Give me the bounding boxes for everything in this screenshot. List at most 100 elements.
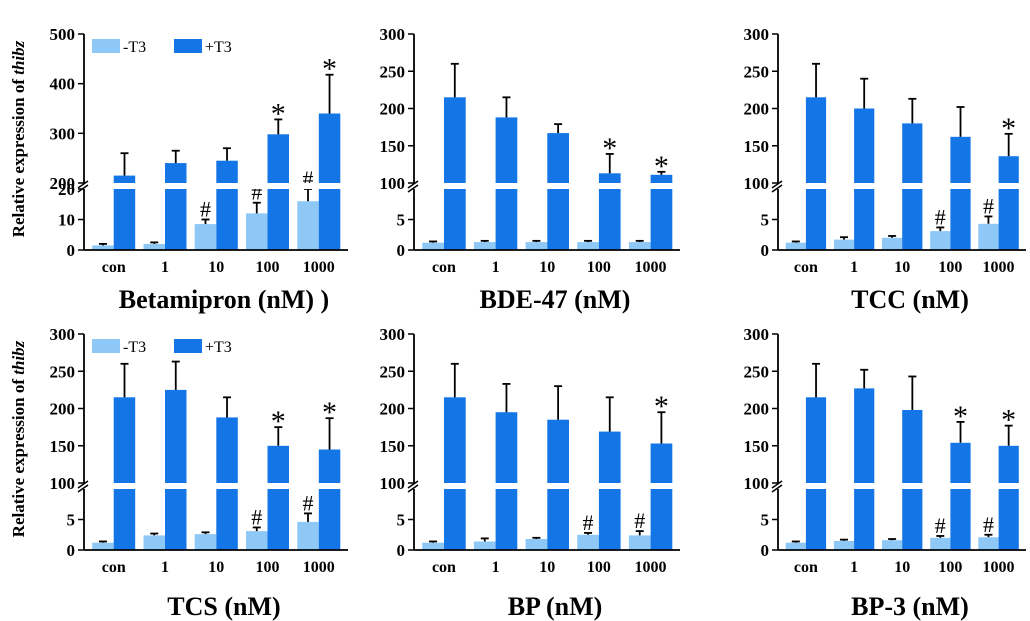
x-tick-label: 10 <box>208 259 224 276</box>
axis-break-band <box>84 183 348 189</box>
x-tick-label: 1000 <box>983 259 1015 276</box>
y-axis-title-text: Relative expression of <box>9 375 28 538</box>
significance-star: * <box>654 390 669 423</box>
bar-plus-t3-1 <box>165 163 187 250</box>
bar-minus-t3-10 <box>882 237 903 250</box>
significance-hash: # <box>303 490 314 515</box>
axis-break-band <box>414 183 680 189</box>
y-tick-label: 5 <box>761 211 770 230</box>
axis-break-mark <box>77 180 89 189</box>
x-tick-label: 1000 <box>303 559 335 576</box>
bar-plus-t3-100 <box>598 431 621 550</box>
significance-hash: # <box>251 504 262 529</box>
bar-plus-t3-con <box>805 97 827 250</box>
bar-minus-t3-1000 <box>978 223 999 250</box>
y-tick-label: 150 <box>744 137 770 156</box>
legend-swatch-minus-t3 <box>92 39 120 53</box>
x-tick-label: 1 <box>492 259 500 276</box>
axis-break-mark <box>407 180 419 189</box>
bar-plus-t3-1000 <box>318 449 341 550</box>
y-tick-label: 150 <box>50 437 76 456</box>
x-tick-label: con <box>794 559 818 576</box>
bar-plus-t3-con <box>113 397 136 550</box>
bar-minus-t3-100 <box>930 537 951 550</box>
legend-label: +T3 <box>205 39 232 56</box>
bar-plus-t3-1000 <box>998 156 1019 250</box>
bar-minus-t3-con <box>92 245 114 250</box>
bar-plus-t3-con <box>113 175 136 250</box>
x-tick-label: 10 <box>894 559 910 576</box>
y-axis-title: Relative expression of thibz <box>9 40 28 237</box>
axis-break-mark <box>407 184 419 193</box>
y-tick-label: 500 <box>50 25 76 44</box>
x-tick-label: 1000 <box>303 259 335 276</box>
y-tick-label: 150 <box>744 437 770 456</box>
y-tick-label: 100 <box>50 474 76 493</box>
y-tick-label: 300 <box>380 25 406 44</box>
y-tick-label: 5 <box>67 511 76 530</box>
y-tick-label: 150 <box>380 437 406 456</box>
bar-minus-t3-con <box>422 542 444 550</box>
bar-minus-t3-100 <box>246 213 268 250</box>
y-tick-label: 5 <box>397 211 406 230</box>
bar-plus-t3-1 <box>854 108 875 250</box>
y-tick-label: 0 <box>761 541 770 560</box>
bar-plus-t3-1 <box>854 388 875 550</box>
y-tick-label: 10 <box>58 211 75 230</box>
bar-minus-t3-1 <box>143 243 165 250</box>
y-tick-label: 250 <box>744 362 770 381</box>
x-tick-label: 1 <box>850 559 858 576</box>
x-tick-label: 1000 <box>635 559 667 576</box>
axis-break-mark <box>77 480 89 489</box>
axis-break-band <box>778 483 1026 489</box>
bar-plus-t3-con <box>444 97 466 250</box>
y-axis-title-gene: thibz <box>9 340 28 374</box>
significance-hash: # <box>983 193 994 218</box>
bar-minus-t3-10 <box>525 539 548 550</box>
x-tick-label: 10 <box>894 259 910 276</box>
axis-break-band <box>84 483 348 489</box>
bar-minus-t3-10 <box>194 534 217 550</box>
bar-minus-t3-100 <box>246 531 268 550</box>
x-tick-label: 1 <box>161 259 169 276</box>
bar-plus-t3-100 <box>267 445 289 551</box>
x-tick-label: 1 <box>161 559 169 576</box>
x-axis-title: TCC (nM) <box>851 285 969 314</box>
y-tick-label: 250 <box>50 362 76 381</box>
significance-star: * <box>602 132 617 165</box>
x-tick-label: 1 <box>492 559 500 576</box>
x-axis-title: BDE-47 (nM) <box>480 285 631 314</box>
significance-star: * <box>322 53 337 86</box>
y-tick-label: 300 <box>50 325 76 344</box>
bar-plus-t3-10 <box>216 160 238 250</box>
bar-minus-t3-1 <box>473 541 496 550</box>
y-tick-label: 250 <box>744 62 770 81</box>
significance-star: * <box>271 97 286 130</box>
bar-plus-t3-1000 <box>998 445 1019 551</box>
x-tick-label: con <box>432 259 456 276</box>
y-tick-label: 100 <box>380 174 406 193</box>
axis-break-band <box>778 183 1026 189</box>
chart-panel-6: con 1 10 # * 100 # * 1000 100 150 200 250 300 0 5 BP-3 (… <box>744 325 1026 621</box>
chart-panel-5: con 1 10 #100 # * 1000 100 150 200 250 300 0 5 BP (nM) <box>380 325 680 621</box>
x-tick-label: 100 <box>587 559 611 576</box>
bar-plus-t3-100 <box>598 173 621 250</box>
x-tick-label: 100 <box>587 259 611 276</box>
x-tick-label: 100 <box>938 559 962 576</box>
y-tick-label: 20 <box>58 180 75 199</box>
x-tick-label: con <box>432 559 456 576</box>
significance-star: * <box>953 400 968 433</box>
x-axis-title: Betamipron (nM) ) <box>119 285 329 314</box>
bar-minus-t3-1000 <box>297 521 319 550</box>
x-tick-label: 100 <box>256 559 280 576</box>
significance-hash: # <box>200 197 211 222</box>
y-tick-label: 100 <box>744 474 770 493</box>
significance-hash: # <box>634 508 645 533</box>
y-tick-label: 0 <box>761 241 770 260</box>
significance-hash: # <box>983 512 994 537</box>
bar-minus-t3-1000 <box>628 535 651 550</box>
y-tick-label: 5 <box>397 511 406 530</box>
bar-minus-t3-100 <box>577 534 599 551</box>
x-tick-label: 1 <box>850 259 858 276</box>
x-tick-label: con <box>102 559 126 576</box>
